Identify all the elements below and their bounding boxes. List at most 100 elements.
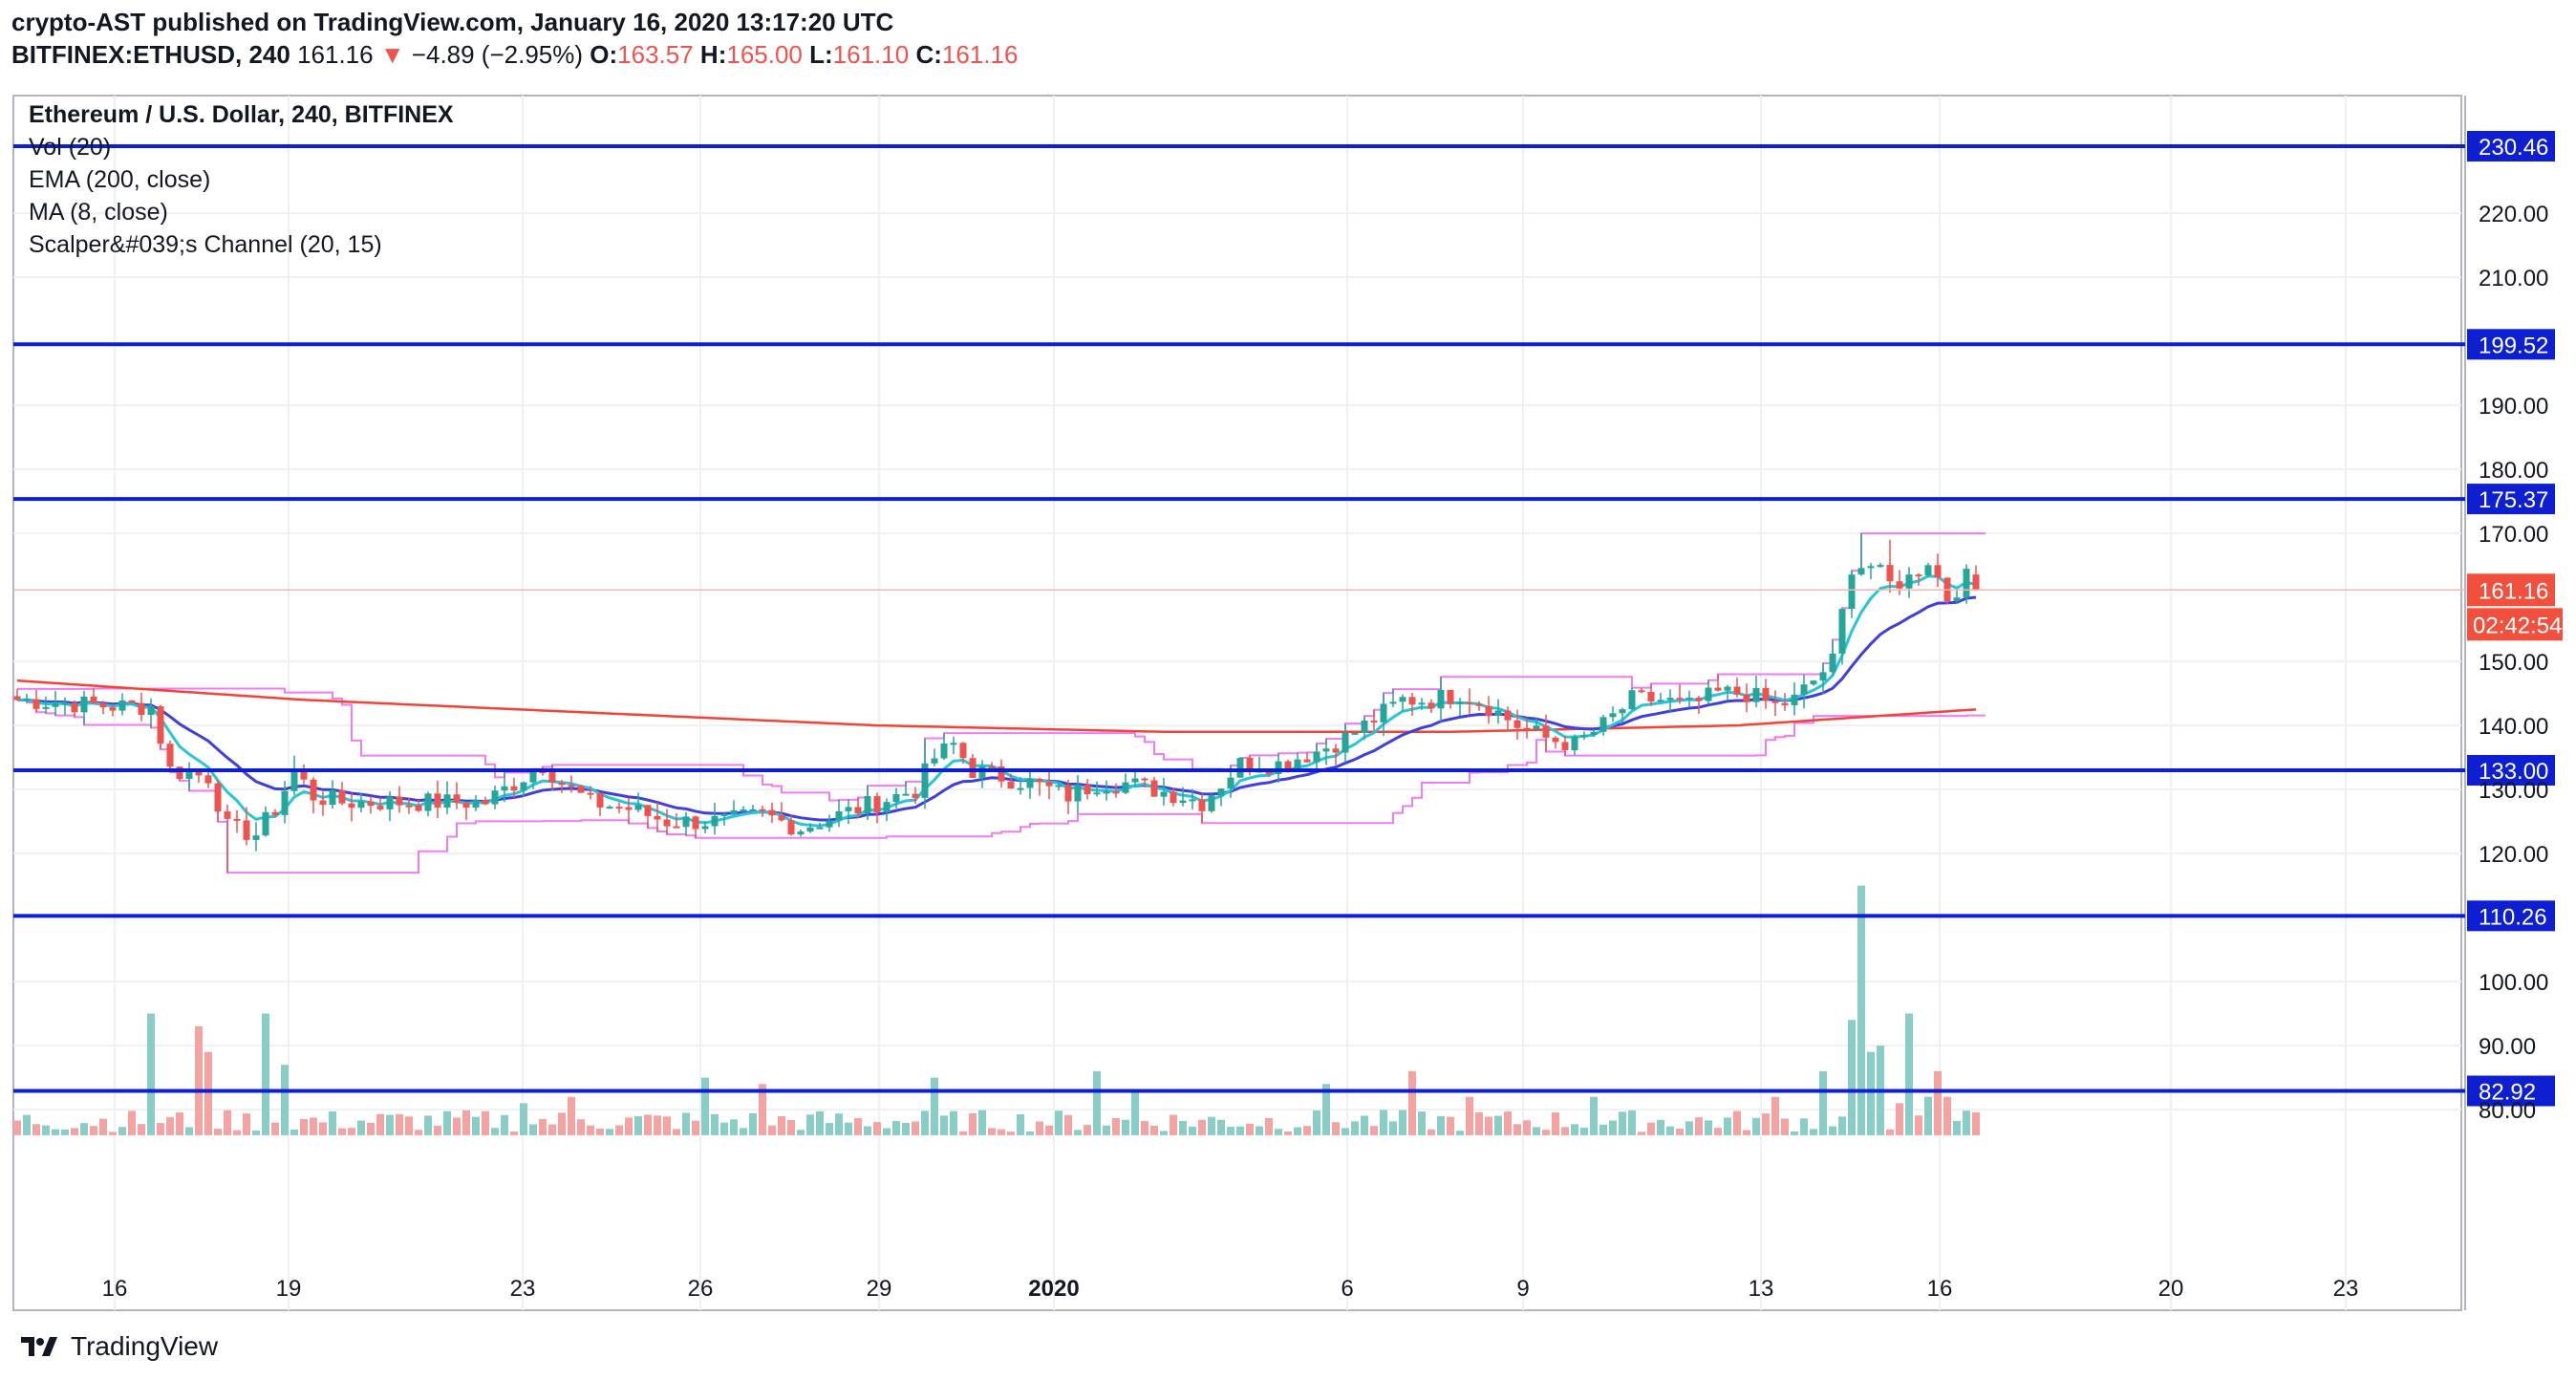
candle bbox=[826, 814, 833, 832]
high-value: 165.00 bbox=[726, 40, 803, 69]
candle-body bbox=[99, 702, 107, 708]
candle-body bbox=[1332, 748, 1340, 753]
volume-bar bbox=[1638, 1132, 1645, 1135]
candle-body bbox=[797, 831, 805, 835]
candle bbox=[634, 792, 642, 812]
candle bbox=[845, 799, 852, 825]
candle bbox=[233, 809, 241, 833]
candle-body bbox=[1342, 732, 1349, 753]
volume-bar bbox=[797, 1130, 805, 1135]
candle-body bbox=[80, 696, 88, 713]
candle-body bbox=[1485, 705, 1492, 717]
candle-body bbox=[1609, 713, 1617, 718]
candle bbox=[23, 693, 31, 703]
candle bbox=[1494, 699, 1502, 724]
volume-bar bbox=[1972, 1111, 1980, 1135]
candle bbox=[1896, 570, 1903, 595]
candle-body bbox=[23, 699, 31, 701]
candle-body bbox=[13, 696, 21, 701]
candle bbox=[931, 748, 938, 766]
volume-bar bbox=[1246, 1123, 1254, 1135]
volume-bar bbox=[61, 1129, 69, 1135]
footer-brand[interactable]: TradingView bbox=[19, 1327, 218, 1366]
candle bbox=[1198, 793, 1206, 824]
volume-bar bbox=[759, 1084, 766, 1135]
candle bbox=[520, 781, 527, 798]
chart-title: Ethereum / U.S. Dollar, 240, BITFINEX bbox=[29, 101, 454, 128]
candle-body bbox=[1580, 735, 1588, 738]
candle-body bbox=[1963, 569, 1970, 598]
candle-body bbox=[1437, 689, 1445, 709]
volume-bar bbox=[615, 1125, 623, 1135]
candle-body bbox=[654, 815, 661, 820]
candle-body bbox=[1351, 732, 1359, 735]
volume-bar bbox=[740, 1128, 747, 1135]
candle-body bbox=[845, 807, 852, 811]
candle bbox=[281, 781, 289, 824]
candle bbox=[529, 768, 537, 789]
candle bbox=[1485, 696, 1492, 724]
candle-body bbox=[1303, 759, 1311, 763]
volume-bar bbox=[1428, 1129, 1435, 1135]
level-tag-label: 82.92 bbox=[2479, 1080, 2536, 1106]
candle-body bbox=[214, 783, 222, 812]
volume-bar bbox=[644, 1114, 652, 1135]
volume-bar bbox=[892, 1121, 900, 1135]
volume-bar bbox=[1896, 1103, 1903, 1135]
volume-bar bbox=[1695, 1117, 1703, 1135]
volume-bar bbox=[1342, 1128, 1349, 1135]
candle bbox=[1437, 677, 1445, 722]
volume-bar bbox=[787, 1119, 795, 1135]
candle bbox=[998, 759, 1005, 788]
volume-bar bbox=[1361, 1115, 1368, 1135]
candle bbox=[1810, 680, 1817, 686]
candle-body bbox=[118, 700, 126, 711]
volume-bar bbox=[386, 1114, 394, 1135]
candle bbox=[109, 703, 117, 717]
low-value: 161.10 bbox=[832, 40, 910, 69]
volume-bar bbox=[166, 1117, 174, 1135]
candle bbox=[577, 784, 585, 793]
candle bbox=[673, 813, 680, 829]
candle bbox=[185, 762, 193, 791]
candle-body bbox=[1428, 702, 1435, 709]
volume-bar bbox=[1676, 1129, 1684, 1135]
candle bbox=[1590, 729, 1598, 738]
candle bbox=[912, 787, 919, 805]
candle-body bbox=[138, 702, 145, 716]
candle-body bbox=[1217, 788, 1225, 796]
volume-bar bbox=[319, 1122, 327, 1135]
candle bbox=[61, 697, 69, 716]
candle-body bbox=[921, 763, 929, 798]
candle bbox=[386, 790, 394, 822]
countdown-label: 02:42:54 bbox=[2473, 613, 2562, 638]
volume-bar bbox=[109, 1132, 117, 1135]
candle-body bbox=[1036, 778, 1043, 783]
candle-body bbox=[1141, 778, 1148, 781]
candle bbox=[453, 782, 461, 809]
candle-body bbox=[1389, 701, 1397, 704]
candle-body bbox=[1313, 751, 1320, 763]
candle-body bbox=[1743, 694, 1750, 702]
volume-bar bbox=[1131, 1089, 1139, 1135]
candle-body bbox=[969, 758, 977, 779]
candle-body bbox=[1112, 791, 1120, 794]
candle-body bbox=[1064, 785, 1072, 802]
candle bbox=[1599, 714, 1607, 736]
volume-bar bbox=[252, 1130, 260, 1135]
volume-bar bbox=[520, 1103, 527, 1135]
candle bbox=[310, 777, 317, 814]
candle bbox=[42, 696, 50, 714]
candle bbox=[797, 829, 805, 837]
volume-bar bbox=[1628, 1110, 1636, 1135]
plot-frame bbox=[12, 95, 2462, 1311]
candle bbox=[1275, 753, 1282, 783]
candle bbox=[1857, 533, 1865, 576]
candle-body bbox=[806, 827, 814, 832]
volume-bar bbox=[1829, 1126, 1836, 1135]
volume-bar bbox=[998, 1129, 1005, 1135]
candle bbox=[1886, 539, 1894, 593]
candle-body bbox=[1170, 791, 1177, 804]
candle bbox=[625, 797, 633, 824]
